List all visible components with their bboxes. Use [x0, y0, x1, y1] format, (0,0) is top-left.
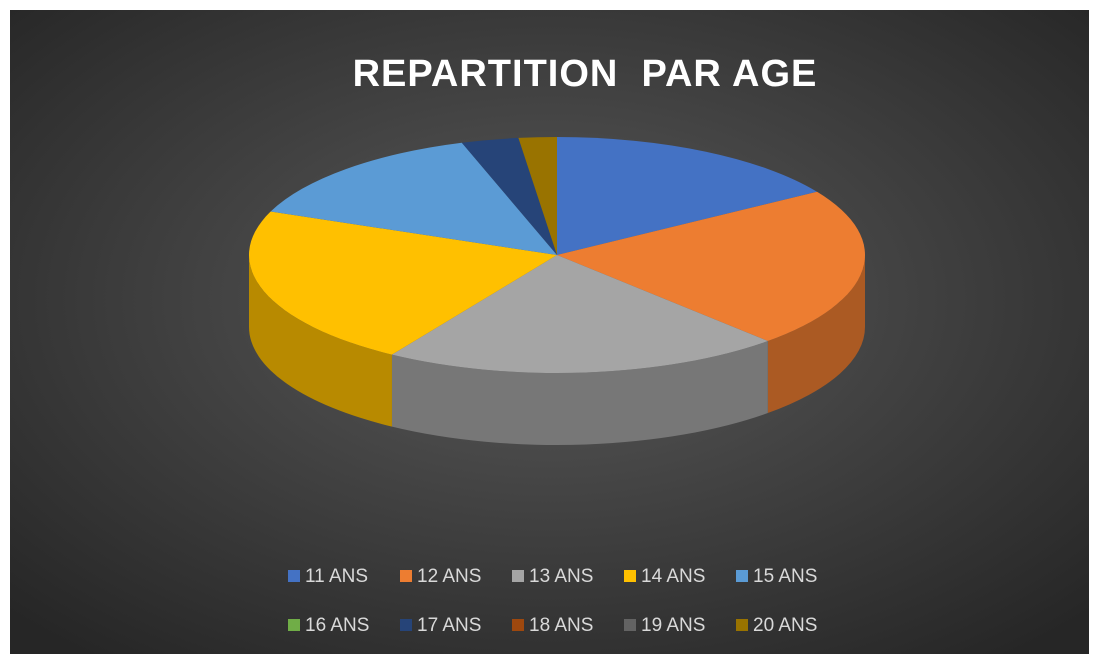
slice	[461, 137, 557, 255]
slice	[518, 137, 557, 255]
slice-side	[767, 255, 865, 414]
chart-title: REPARTITION PAR AGE	[353, 53, 818, 95]
legend-label: 15 ANS	[753, 566, 817, 587]
legend-swatch	[512, 570, 524, 582]
slice	[557, 137, 818, 255]
slice-side	[249, 255, 392, 427]
slice-side	[391, 341, 768, 446]
legend-swatch	[512, 619, 524, 631]
legend-swatch	[400, 570, 412, 582]
slice	[270, 142, 557, 255]
legend-label: 16 ANS	[305, 615, 369, 636]
legend-label: 13 ANS	[529, 566, 593, 587]
legend-swatch	[624, 619, 636, 631]
legend-label: 17 ANS	[417, 615, 481, 636]
slice	[557, 191, 865, 342]
legend-label: 11 ANS	[305, 566, 368, 587]
legend-label: 14 ANS	[641, 566, 705, 587]
legend-swatch	[288, 619, 300, 631]
legend-label: 19 ANS	[641, 615, 705, 636]
legend-swatch	[736, 570, 748, 582]
legend-label: 20 ANS	[753, 615, 817, 636]
slice	[391, 255, 768, 373]
legend-swatch	[400, 619, 412, 631]
legend-label: 18 ANS	[529, 615, 593, 636]
slice	[249, 211, 557, 355]
legend-swatch	[288, 570, 300, 582]
legend-swatch	[736, 619, 748, 631]
legend-label: 12 ANS	[417, 566, 481, 587]
legend-swatch	[624, 570, 636, 582]
